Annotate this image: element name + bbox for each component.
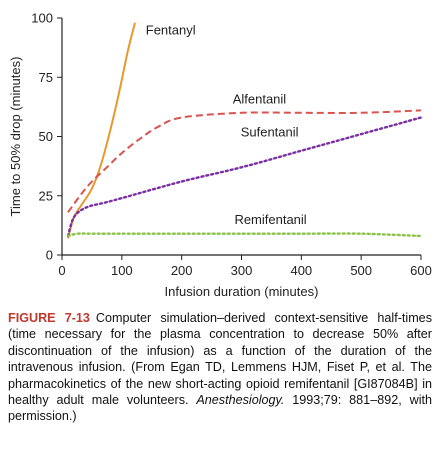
y-tick-label: 0: [46, 248, 53, 263]
series-line-remifentanil: [68, 234, 421, 236]
x-tick-label: 400: [290, 263, 312, 278]
y-tick-label: 25: [39, 188, 53, 203]
x-axis-title: Infusion duration (minutes): [165, 284, 319, 299]
chart: 0 100 200 300 400 500 600 0 25 50 75 100 Infusion du…: [0, 0, 437, 300]
y-tick-label: 50: [39, 129, 53, 144]
series-label-fentanyl: Fentanyl: [146, 23, 196, 38]
series-label-sufentanil: Sufentanil: [241, 125, 299, 140]
y-tick-label: 75: [39, 70, 53, 85]
x-tick-label: 0: [58, 263, 65, 278]
y-tick-label: 100: [31, 11, 53, 26]
caption-journal: Anesthesiology.: [196, 393, 284, 407]
figure-caption: FIGURE 7-13 Computer simulation–derived c…: [8, 310, 432, 425]
series-label-remifentanil: Remifentanil: [234, 212, 306, 227]
x-tick-label: 600: [410, 263, 432, 278]
x-tick-label: 100: [111, 263, 133, 278]
figure-label: FIGURE 7-13: [8, 311, 90, 325]
chart-series-labels: Fentanyl Alfentanil Sufentanil Remifentanil: [146, 23, 307, 228]
series-line-fentanyl: [68, 23, 135, 239]
x-tick-label: 300: [231, 263, 253, 278]
series-label-alfentanil: Alfentanil: [233, 91, 287, 106]
y-axis-title: Time to 50% drop (minutes): [8, 57, 23, 217]
x-tick-label: 500: [350, 263, 372, 278]
chart-axes: 0 100 200 300 400 500 600 0 25 50 75 100 Infusion du…: [8, 11, 432, 300]
x-tick-label: 200: [171, 263, 193, 278]
